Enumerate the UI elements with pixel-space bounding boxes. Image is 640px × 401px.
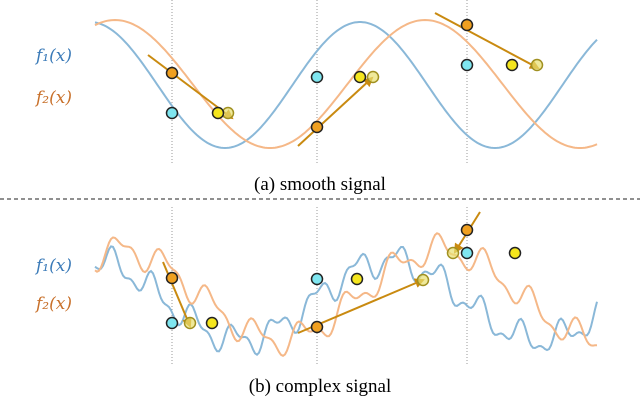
signal-curve [94,21,598,150]
markers [147,12,544,334]
f2-point [310,120,324,134]
f1-label: f₁(x) [34,256,72,276]
gradient-arrow [162,261,192,328]
f2-point [310,320,324,334]
caption: (b) complex signal [249,376,391,397]
f2-point [460,18,474,32]
target-point [350,272,364,286]
ghost-point [366,70,380,84]
signal-curve [94,18,598,149]
f2-label: f₂(x) [34,88,72,108]
ghost-point [530,58,544,72]
f1-point [460,58,474,72]
f2-point [460,223,474,237]
f1-label: f₁(x) [34,46,72,66]
signal-curve [94,232,598,357]
f1-point [165,316,179,330]
target-point [211,106,225,120]
curves [94,18,598,357]
f1-point [165,106,179,120]
target-point [508,246,522,260]
f2-label: f₂(x) [34,294,72,314]
gradient-arrow [434,12,540,69]
gradient-arrow [297,76,374,147]
ghost-point [183,316,197,330]
f2-point [165,66,179,80]
target-point [205,316,219,330]
target-point [505,58,519,72]
caption: (a) smooth signal [254,174,386,195]
f1-point [310,272,324,286]
ghost-point [416,273,430,287]
ghost-point [446,246,460,260]
target-point [353,70,367,84]
f2-point [165,271,179,285]
signal-curve [94,245,598,357]
f1-point [310,70,324,84]
f1-point [460,246,474,260]
